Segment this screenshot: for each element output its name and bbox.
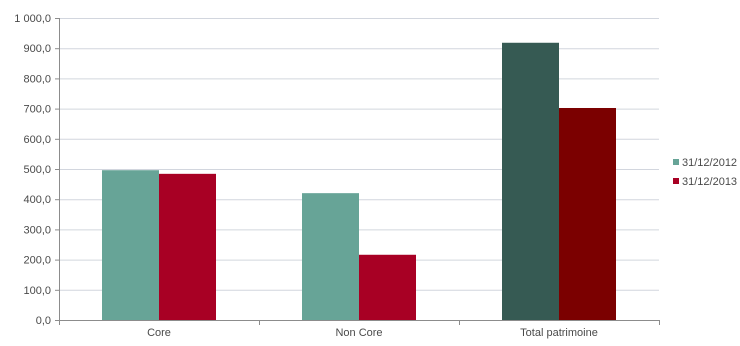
y-tick-label: 600,0 (23, 134, 51, 146)
x-tick-label: Core (147, 327, 171, 339)
legend-label: 31/12/2013 (682, 176, 737, 188)
x-tick-label: Non Core (335, 327, 382, 339)
y-tick-label: 1 000,0 (14, 13, 51, 25)
bar-series-1-1 (302, 193, 359, 320)
bar-series-2-2 (559, 107, 616, 320)
legend: 31/12/2012 31/12/2013 (673, 157, 737, 188)
bar-series-2-1 (359, 254, 416, 320)
legend-swatch (673, 159, 679, 165)
y-tick-label: 700,0 (23, 104, 51, 116)
y-tick-label: 300,0 (23, 224, 51, 236)
bar-series-2-0 (159, 173, 216, 320)
bar-series-1-0 (102, 170, 159, 320)
y-tick-label: 0,0 (36, 315, 51, 327)
y-tick-label: 800,0 (23, 73, 51, 85)
y-tick-label: 100,0 (23, 285, 51, 297)
legend-swatch (673, 178, 679, 184)
y-tick-label: 200,0 (23, 255, 51, 267)
x-tick-label: Total patrimoine (520, 327, 598, 339)
axes: 0,0 100,0 200,0 300,0 400,0 500,0 600,0 700,0 80… (14, 13, 660, 339)
legend-label: 31/12/2012 (682, 157, 737, 169)
y-tick-label: 400,0 (23, 194, 51, 206)
bars (102, 42, 616, 320)
y-tick-label: 500,0 (23, 164, 51, 176)
bar-series-1-2 (502, 42, 559, 320)
y-tick-label: 900,0 (23, 43, 51, 55)
